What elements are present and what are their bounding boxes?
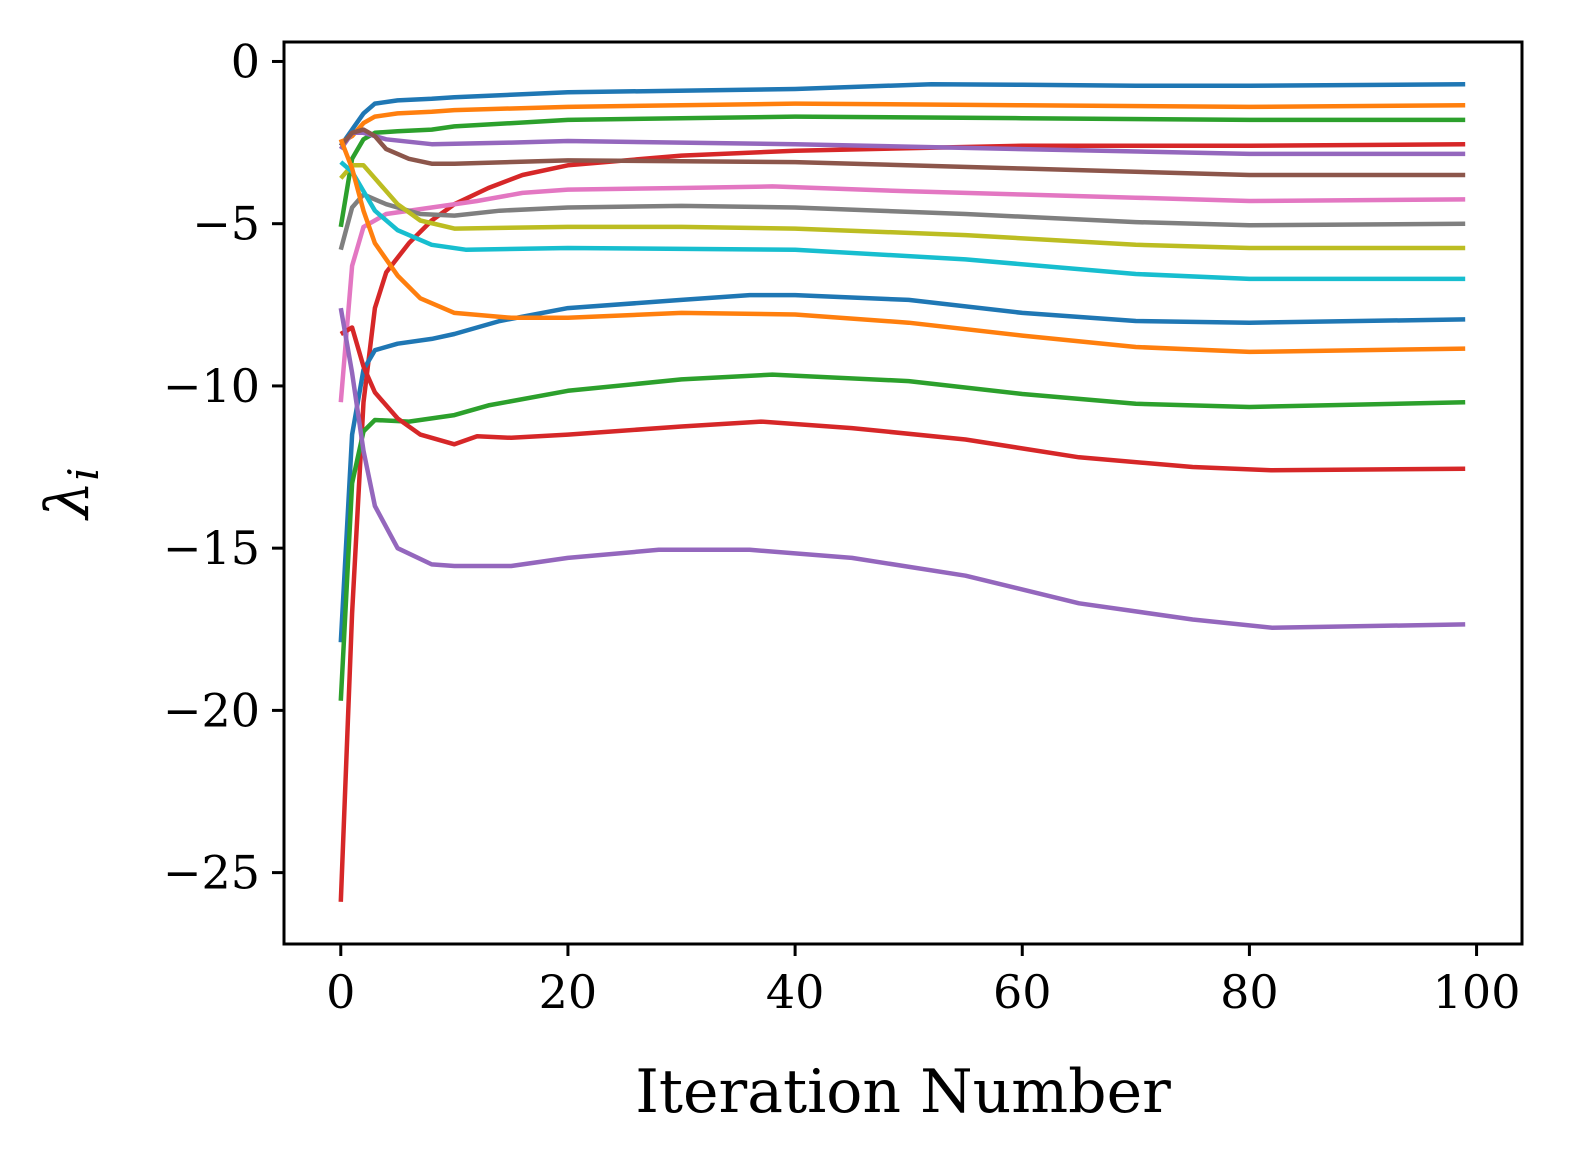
y-tick-label: 0: [231, 34, 260, 88]
series-line-13: [338, 372, 1466, 701]
series-line-10: [339, 160, 1466, 282]
series-line-1: [338, 81, 1466, 148]
series-line-6: [339, 127, 1466, 178]
series-line-11: [338, 292, 1466, 643]
series-line-2: [339, 101, 1466, 145]
series-line-9: [339, 163, 1466, 251]
x-tick-label: 100: [1433, 965, 1521, 1019]
series-line-12: [338, 138, 1466, 355]
y-tick-label: −20: [163, 683, 260, 737]
y-tick-label: −10: [163, 359, 260, 413]
x-tick-label: 0: [326, 965, 355, 1019]
series-line-15: [338, 307, 1466, 630]
x-axis-title: Iteration Number: [635, 1057, 1171, 1127]
x-tick-label: 20: [539, 965, 598, 1019]
y-axis-title: λi: [33, 467, 108, 520]
y-axis-title-subscript: i: [59, 467, 108, 480]
y-tick-label: −5: [192, 197, 260, 251]
x-axis-ticks: 0 20 40 60 80 100: [326, 944, 1520, 1019]
series-layer: [338, 81, 1466, 902]
y-axis-ticks: 0 −5 −10 −15 −20 −25: [163, 34, 284, 900]
y-tick-label: −25: [163, 846, 260, 900]
series-line-7: [338, 184, 1466, 403]
x-tick-label: 60: [993, 965, 1052, 1019]
plot-frame: [282, 40, 1524, 946]
y-axis-title-symbol: λ: [33, 481, 103, 521]
series-line-14: [339, 325, 1466, 473]
y-tick-label: −15: [163, 521, 260, 575]
x-tick-label: 80: [1220, 965, 1279, 1019]
x-tick-label: 40: [766, 965, 825, 1019]
series-line-3: [338, 114, 1466, 228]
